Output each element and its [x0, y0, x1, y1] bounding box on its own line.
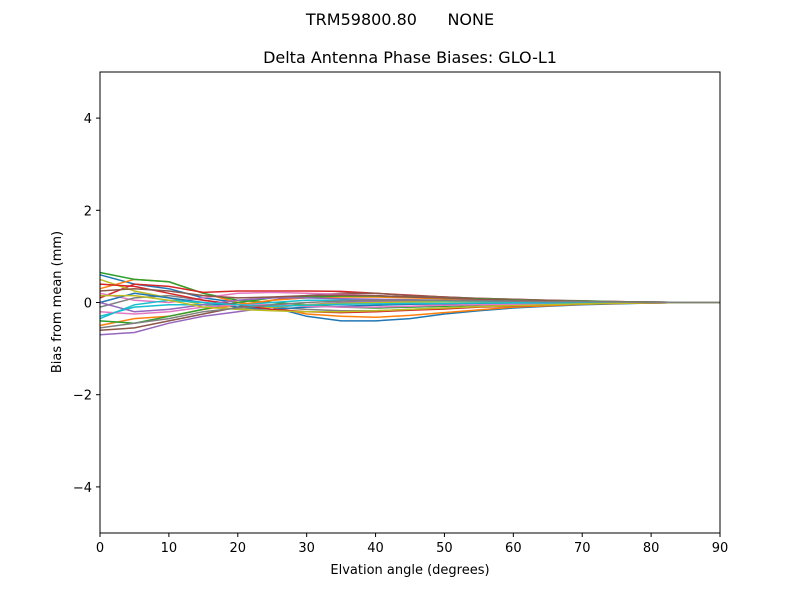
x-tick-label: 0 [96, 541, 104, 556]
y-tick-label: 2 [84, 204, 92, 219]
chart-title: Delta Antenna Phase Biases: GLO-L1 [263, 48, 557, 67]
x-tick-label: 20 [230, 541, 247, 556]
x-axis-label: Elvation angle (degrees) [330, 563, 489, 578]
y-tick-label: −2 [73, 389, 92, 404]
x-tick-label: 30 [298, 541, 315, 556]
x-tick-label: 10 [161, 541, 178, 556]
y-axis-label: Bias from mean (mm) [50, 231, 65, 373]
series-line [100, 294, 720, 313]
series-lines [99, 271, 720, 336]
x-tick-label: 90 [712, 541, 729, 556]
x-tick-label: 40 [367, 541, 384, 556]
y-tick-label: 4 [84, 112, 92, 127]
x-tick-label: 70 [574, 541, 591, 556]
x-axis-ticks: 0 10 20 30 40 50 60 70 80 90 [96, 533, 728, 556]
x-tick-label: 80 [643, 541, 660, 556]
x-tick-label: 50 [436, 541, 453, 556]
figure-suptitle: TRM59800.80 NONE [305, 10, 495, 29]
y-tick-label: 0 [84, 297, 92, 312]
series-line [99, 299, 720, 329]
y-axis-ticks: −4 −2 0 2 4 [73, 112, 100, 496]
x-tick-label: 60 [505, 541, 522, 556]
y-tick-label: −4 [73, 481, 92, 496]
